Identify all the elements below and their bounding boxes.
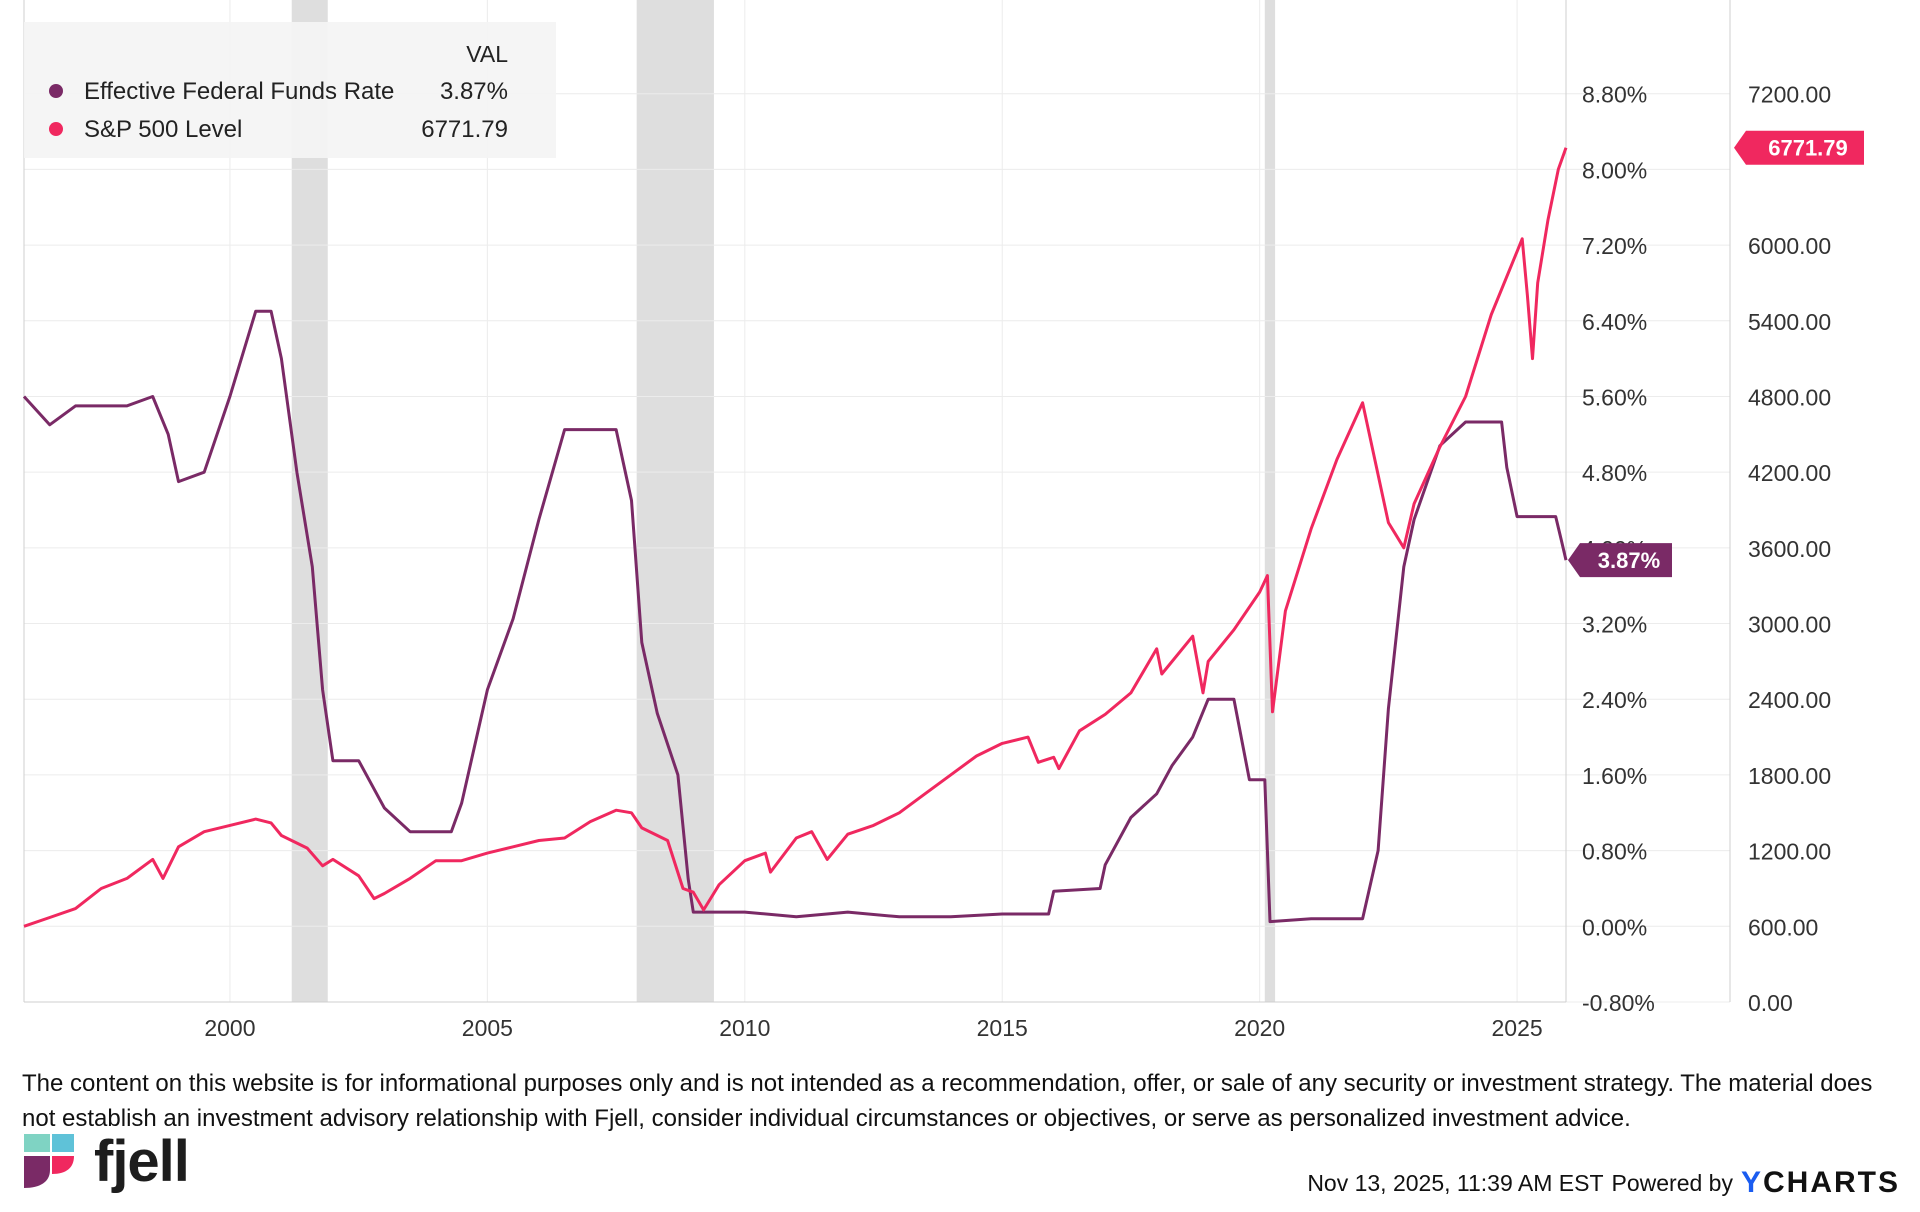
ycharts-logo[interactable]: YCHARTS (1740, 1166, 1900, 1199)
chart: 8.80%8.00%7.20%6.40%5.60%4.80%4.00%3.20%… (22, 0, 1864, 1041)
y-right-tick: 4800.00 (1748, 384, 1831, 410)
y-left-tick: 8.80% (1582, 82, 1647, 108)
legend-header: VAL (466, 41, 508, 67)
y-right-tick: 5400.00 (1748, 309, 1831, 335)
legend-marker-0 (49, 84, 63, 98)
last-value-text-0: 3.87% (1598, 548, 1660, 573)
legend-value-0: 3.87% (440, 78, 508, 105)
y-left-tick: 6.40% (1582, 309, 1647, 335)
x-tick: 2010 (719, 1015, 770, 1041)
last-value-labels: 3.87% 6771.79 (1568, 130, 1864, 578)
series (22, 147, 1568, 928)
legend-box (24, 22, 556, 158)
legend: VAL Effective Federal Funds Rate 3.87% S&P … (24, 22, 556, 158)
y-right-tick: 1800.00 (1748, 763, 1831, 789)
y-left-tick: 8.00% (1582, 157, 1647, 183)
x-tick: 2025 (1492, 1015, 1543, 1041)
disclaimer-text: The content on this website is for infor… (22, 1070, 1873, 1132)
y-left-tick: 5.60% (1582, 384, 1647, 410)
y-left-tick: 2.40% (1582, 687, 1647, 713)
y-right-tick: 6000.00 (1748, 233, 1831, 259)
x-tick: 2000 (204, 1015, 255, 1041)
timestamp: Nov 13, 2025, 11:39 AM EST (1307, 1169, 1604, 1196)
legend-value-1: 6771.79 (421, 116, 508, 143)
y-left-tick: 0.00% (1582, 914, 1647, 940)
y-right-tick: 0.00 (1748, 990, 1793, 1016)
fjell-mark-icon (24, 1134, 74, 1188)
y-left-tick: 0.80% (1582, 839, 1647, 865)
series-line-1 (23, 147, 1568, 928)
axes: 8.80%8.00%7.20%6.40%5.60%4.80%4.00%3.20%… (23, 0, 1831, 1041)
y-right-tick: 600.00 (1748, 914, 1818, 940)
last-value-flag-0 (1568, 543, 1672, 578)
y-right-tick: 1200.00 (1748, 839, 1831, 865)
last-value-text-1: 6771.79 (1768, 136, 1848, 161)
x-tick: 2005 (462, 1015, 513, 1041)
y-right-tick: 2400.00 (1748, 687, 1831, 713)
y-left-tick: 3.20% (1582, 612, 1647, 638)
powered-by-label: Powered by (1611, 1169, 1733, 1196)
y-left-tick: 7.20% (1582, 233, 1647, 259)
recession-bands (291, 0, 1276, 1002)
x-tick: 2015 (977, 1015, 1028, 1041)
recession-band (636, 0, 714, 1002)
legend-label-1: S&P 500 Level (84, 116, 242, 143)
y-right-tick: 3600.00 (1748, 536, 1831, 562)
recession-band (291, 0, 328, 1002)
legend-label-0: Effective Federal Funds Rate (84, 78, 394, 105)
footer: Nov 13, 2025, 11:39 AM EST Powered by YC… (1307, 1166, 1900, 1200)
y-right-tick: 3000.00 (1748, 612, 1831, 638)
y-right-tick: 7200.00 (1748, 82, 1831, 108)
y-left-tick: -0.80% (1582, 990, 1655, 1016)
y-left-tick: 1.60% (1582, 763, 1647, 789)
x-tick: 2020 (1234, 1015, 1285, 1041)
y-left-tick: 4.80% (1582, 460, 1647, 486)
series-line-0 (22, 309, 1568, 924)
fjell-logo[interactable]: fjell (22, 1130, 222, 1196)
recession-band (1264, 0, 1276, 1002)
last-value-flag-1 (1734, 130, 1864, 165)
logo-wordmark: fjell (94, 1129, 190, 1194)
legend-marker-1 (49, 122, 63, 136)
y-right-tick: 4200.00 (1748, 460, 1831, 486)
